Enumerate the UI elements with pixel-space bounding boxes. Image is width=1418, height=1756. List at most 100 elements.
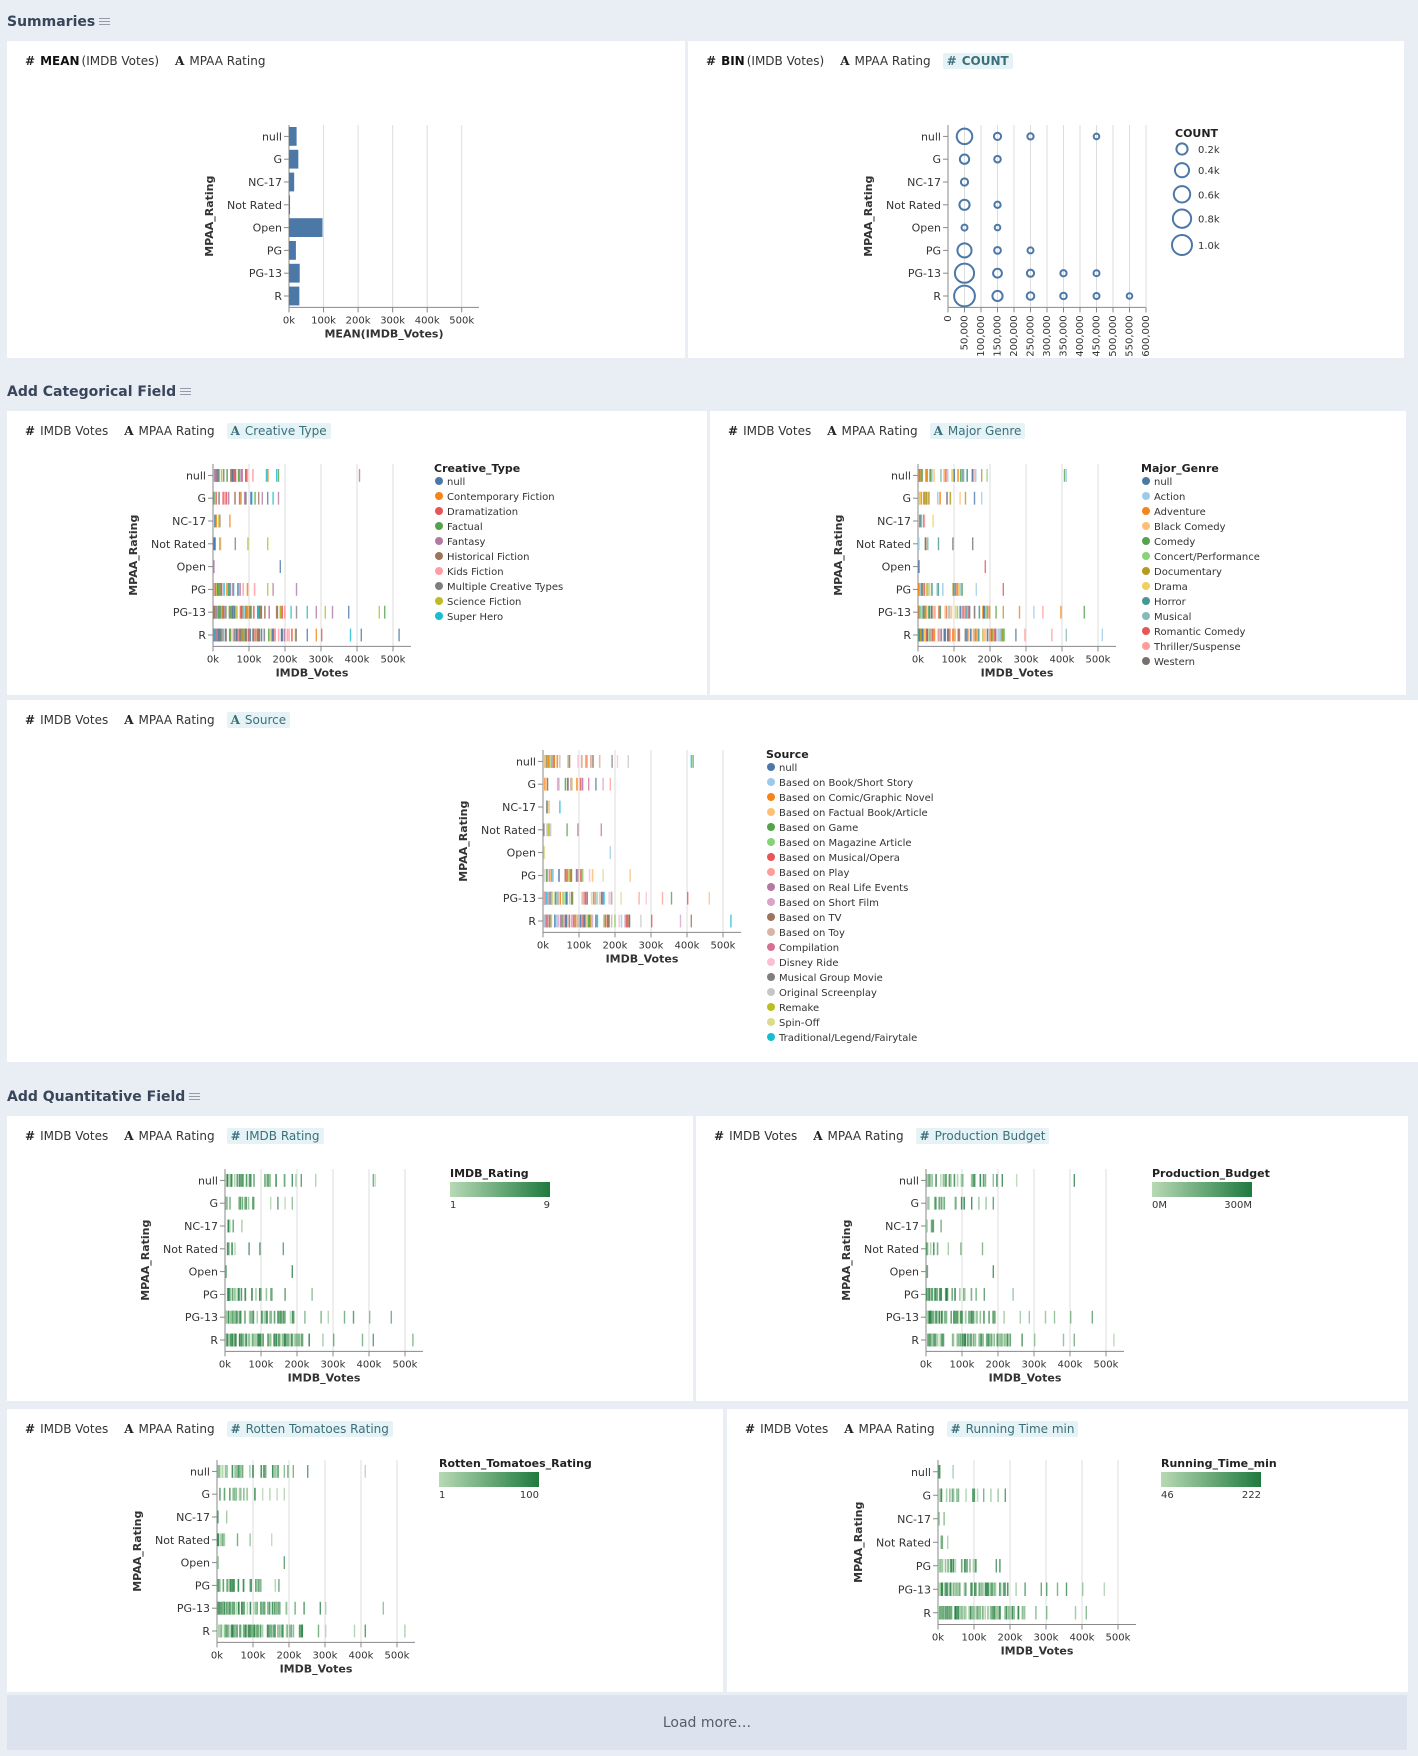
chart-card-running-time[interactable]: # IMDB Votes A MPAA Rating # Running Time min… [727, 1409, 1408, 1692]
tick-mark [239, 1465, 241, 1478]
tick-mark [232, 1624, 235, 1638]
field-pill[interactable]: A MPAA Rating [120, 1128, 218, 1144]
legend-symbol [1142, 477, 1150, 485]
field-pill[interactable]: A Creative Type [226, 423, 331, 439]
tick-mark [219, 1601, 221, 1615]
field-pill[interactable]: A MPAA Rating [836, 53, 934, 69]
tick-mark [567, 777, 569, 791]
tick-mark [957, 628, 960, 642]
field-pill[interactable]: A MPAA Rating [840, 1421, 938, 1437]
field-pill[interactable]: A MPAA Rating [120, 423, 218, 439]
chart-card-source[interactable]: # IMDB Votes A MPAA Rating A Source 0k 100k 200… [7, 700, 1418, 1062]
tick-mark [277, 491, 280, 505]
tick-mark [248, 1624, 251, 1638]
tick-mark [260, 1465, 263, 1478]
tick-mark [946, 491, 948, 505]
tick-mark [961, 583, 963, 596]
tick-mark [223, 605, 225, 619]
list-icon[interactable] [99, 18, 111, 26]
field-pill[interactable]: # IMDB Votes [21, 712, 112, 728]
tick-mark [327, 1310, 329, 1324]
field-pill[interactable]: # Rotten Tomatoes Rating [226, 1421, 393, 1437]
tick-mark [245, 1624, 247, 1638]
field-pill[interactable]: # IMDB Votes [741, 1421, 832, 1437]
field-pill[interactable]: # COUNT [942, 53, 1013, 69]
tick-mark [955, 1196, 957, 1210]
y-tick-label: null [190, 1465, 210, 1478]
tick-mark [264, 1465, 267, 1478]
tick-mark [600, 823, 602, 837]
tick-mark [1023, 1606, 1026, 1620]
tick-mark [967, 628, 969, 642]
field-pill[interactable]: A MPAA Rating [823, 423, 921, 439]
y-tick-label: PG-13 [177, 1602, 210, 1615]
field-pill[interactable]: # BIN (IMDB Votes) [702, 53, 828, 69]
x-tick-label: 350,000 [1059, 315, 1070, 356]
field-pill[interactable]: # Running Time min [946, 1421, 1079, 1437]
y-tick-label: PG-13 [503, 892, 536, 905]
tick-mark [980, 1333, 982, 1347]
x-tick-label: 400k [1070, 1633, 1095, 1644]
legend-symbol [1171, 233, 1193, 256]
chart-card-bin[interactable]: # BIN (IMDB Votes) A MPAA Rating # COUNT 0 50,0… [688, 41, 1404, 378]
y-axis-title: MPAA_Rating [131, 1511, 144, 1592]
tick-mark [963, 1288, 965, 1301]
field-pill[interactable]: # MEAN (IMDB Votes) [21, 53, 163, 69]
y-tick-label: G [197, 492, 206, 505]
tick-mark [1034, 1333, 1036, 1347]
field-pill[interactable]: # Production Budget [915, 1128, 1050, 1144]
chart-card-major-genre[interactable]: # IMDB Votes A MPAA Rating A Major Genre 0k 10… [710, 411, 1406, 695]
tick-mark [320, 1310, 322, 1324]
chart-card-rotten-tomatoes[interactable]: # IMDB Votes A MPAA Rating # Rotten Tomatoes … [7, 1409, 723, 1692]
chart-card-imdb-rating[interactable]: # IMDB Votes A MPAA Rating # IMDB Rating 0k 10… [7, 1116, 693, 1401]
tick-mark [1082, 1582, 1084, 1596]
tick-mark [543, 891, 545, 905]
chart-card-production-budget[interactable]: # IMDB Votes A MPAA Rating # Production Budge… [696, 1116, 1408, 1401]
tick-mark [940, 1174, 942, 1187]
tick-mark [544, 755, 546, 768]
field-pill[interactable]: # IMDB Votes [21, 1421, 112, 1437]
list-icon[interactable] [189, 1093, 201, 1101]
tick-mark [269, 1310, 271, 1324]
legend-label: Musical [1154, 612, 1191, 623]
tick-mark [364, 1465, 366, 1478]
tick-mark [925, 469, 927, 482]
field-pill[interactable]: # IMDB Votes [724, 423, 815, 439]
load-more-button[interactable]: Load more… [7, 1695, 1407, 1750]
tick-mark [626, 914, 628, 928]
tick-mark [565, 914, 568, 928]
field-pill[interactable]: # IMDB Rating [226, 1128, 324, 1144]
tick-mark [607, 914, 609, 928]
tick-mark [558, 869, 560, 882]
point [953, 262, 976, 284]
legend-symbol [1142, 537, 1150, 545]
field-pill[interactable]: A MPAA Rating [120, 712, 218, 728]
strip-chart: 0k 100k 200k 300k 400k 500k null G NC-17 Not Rate… [457, 748, 934, 1044]
tick-mark [990, 1582, 993, 1596]
list-icon[interactable] [180, 388, 192, 396]
field-pill[interactable]: A MPAA Rating [171, 53, 269, 69]
tick-mark [217, 583, 220, 596]
field-pill[interactable]: A Major Genre [929, 423, 1026, 439]
field-pill[interactable]: A Source [226, 712, 291, 728]
tick-mark [293, 1333, 296, 1347]
field-pill[interactable]: A MPAA Rating [120, 1421, 218, 1437]
field-pill[interactable]: A MPAA Rating [809, 1128, 907, 1144]
tick-mark [285, 1601, 288, 1615]
tick-mark [352, 1310, 355, 1324]
tick-mark [948, 1174, 951, 1187]
field-pill[interactable]: # IMDB Votes [21, 423, 112, 439]
chart-card-mean[interactable]: # MEAN (IMDB Votes) A MPAA Rating 0k 100k 200k… [7, 41, 685, 358]
field-pill[interactable]: # IMDB Votes [21, 1128, 112, 1144]
tick-mark [217, 1533, 220, 1547]
tick-mark [233, 1487, 236, 1501]
nominal-type-icon: A [175, 54, 185, 68]
tick-mark [240, 1288, 243, 1301]
tick-mark [217, 1601, 220, 1615]
tick-mark [936, 1310, 938, 1324]
field-pill[interactable]: # IMDB Votes [710, 1128, 801, 1144]
tick-mark [246, 1487, 248, 1501]
chart-card-creative-type[interactable]: # IMDB Votes A MPAA Rating A Creative Type 0k… [7, 411, 707, 695]
nominal-type-icon: A [230, 424, 240, 438]
tick-mark [221, 1465, 223, 1478]
